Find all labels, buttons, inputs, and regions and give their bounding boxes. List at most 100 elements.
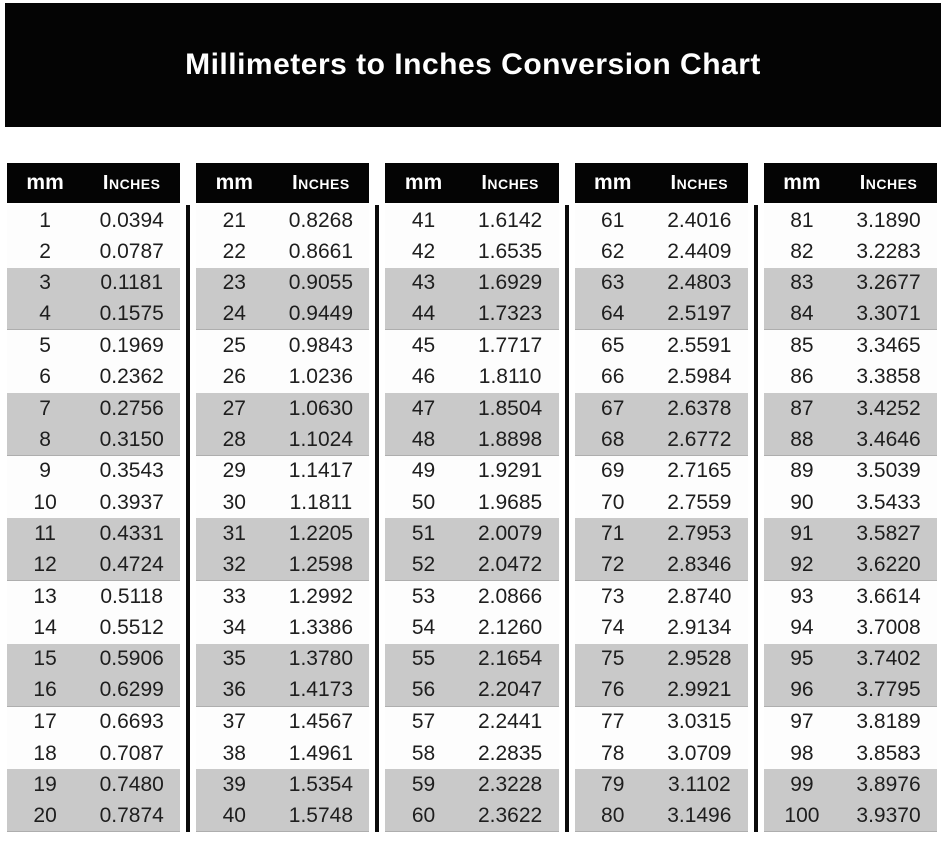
- inches-value: 2.4409: [667, 240, 732, 264]
- table-row: 46 1.8110: [385, 361, 559, 394]
- table-row: 87 3.4252: [763, 393, 938, 425]
- table-row: 42 1.6535: [385, 236, 559, 268]
- mm-value: 48: [411, 427, 436, 451]
- inches-value: 2.9921: [667, 678, 732, 702]
- inches-value: 2.1654: [477, 647, 543, 671]
- mm-value: 4: [39, 302, 51, 326]
- mm-value: 22: [222, 240, 246, 264]
- inches-value: 2.3622: [477, 803, 543, 827]
- inches-column-header: Inches: [670, 171, 729, 194]
- table-row: 4 0.1575: [7, 299, 181, 331]
- table-row: 8 0.3150: [7, 424, 181, 456]
- inches-value: 1.2992: [288, 584, 354, 608]
- mm-value: 78: [601, 741, 625, 765]
- mm-value: 75: [601, 647, 625, 671]
- inches-value: 3.4252: [856, 396, 921, 420]
- mm-value: 20: [33, 803, 57, 827]
- mm-value: 96: [790, 678, 814, 702]
- table-body: 41 1.6142 42 1.6535 43 1.6929 44 1.7323 45 1.7717…: [385, 205, 559, 832]
- table-row: 92 3.6220: [763, 549, 938, 582]
- table-row: 91 3.5827: [763, 518, 938, 550]
- table-row: 75 2.9528: [574, 643, 748, 676]
- mm-value: 12: [33, 552, 57, 576]
- mm-value: 69: [601, 459, 625, 483]
- inches-value: 0.7874: [99, 803, 164, 827]
- table-row: 88 3.4646: [763, 424, 938, 456]
- inches-value: 1.2205: [288, 522, 354, 546]
- inches-value: 1.1024: [288, 427, 354, 451]
- table-row: 34 1.3386: [196, 612, 370, 644]
- inches-value: 0.1969: [99, 334, 164, 358]
- conversion-table-4: mm Inches 61 2.4016 62 2.4409 63 2.4803 64 2.51…: [574, 163, 748, 832]
- inches-value: 0.0394: [99, 208, 164, 232]
- table-row: 65 2.5591: [574, 330, 748, 362]
- table-body: 81 3.1890 82 3.2283 83 3.2677 84 3.3071 85 3.3465…: [763, 205, 938, 832]
- inches-value: 1.5748: [288, 803, 354, 827]
- mm-value: 30: [222, 490, 246, 514]
- mm-value: 9: [39, 459, 51, 483]
- mm-value: 94: [790, 616, 814, 640]
- inches-value: 2.0866: [477, 584, 543, 608]
- inches-value: 2.3228: [477, 772, 543, 796]
- mm-value: 5: [39, 334, 51, 358]
- mm-value: 7: [39, 396, 51, 420]
- mm-value: 88: [790, 427, 814, 451]
- table-row: 29 1.1417: [196, 455, 370, 488]
- inches-value: 0.2362: [99, 365, 164, 389]
- table-row: 13 0.5118: [7, 581, 181, 613]
- inches-value: 2.6772: [667, 427, 732, 451]
- mm-value: 32: [222, 552, 246, 576]
- inches-value: 3.0709: [667, 741, 732, 765]
- table-row: 52 2.0472: [385, 549, 559, 582]
- mm-value: 92: [790, 552, 814, 576]
- conversion-table-3: mm Inches 41 1.6142 42 1.6535 43 1.6929 44 1.73…: [385, 163, 559, 832]
- table-row: 9 0.3543: [7, 455, 181, 488]
- page-title: Millimeters to Inches Conversion Chart: [185, 48, 761, 81]
- table-row: 93 3.6614: [763, 581, 938, 613]
- table-row: 74 2.9134: [574, 612, 748, 644]
- table-row: 78 3.0709: [574, 737, 748, 770]
- inches-value: 0.8268: [288, 208, 354, 232]
- table-header: mm Inches: [574, 163, 748, 203]
- table-row: 12 0.4724: [7, 549, 181, 582]
- table-row: 55 2.1654: [385, 643, 559, 676]
- table-row: 50 1.9685: [385, 487, 559, 519]
- inches-value: 0.5906: [99, 647, 164, 671]
- inches-value: 1.3780: [288, 647, 354, 671]
- table-row: 60 2.3622: [385, 800, 559, 832]
- table-row: 14 0.5512: [7, 612, 181, 644]
- inches-value: 0.0787: [99, 240, 164, 264]
- mm-value: 98: [790, 741, 814, 765]
- table-row: 86 3.3858: [763, 361, 938, 394]
- mm-column-header: mm: [594, 171, 632, 194]
- mm-column-header: mm: [404, 171, 443, 194]
- mm-value: 71: [601, 522, 625, 546]
- table-row: 64 2.5197: [574, 299, 748, 331]
- table-row: 48 1.8898: [385, 424, 559, 456]
- mm-value: 19: [33, 772, 57, 796]
- table-divider: [564, 205, 569, 832]
- table-row: 22 0.8661: [196, 236, 370, 268]
- mm-value: 25: [222, 334, 246, 358]
- table-row: 11 0.4331: [7, 518, 181, 550]
- inches-value: 2.7165: [667, 459, 732, 483]
- mm-value: 67: [601, 396, 625, 420]
- inches-value: 2.2835: [477, 741, 543, 765]
- inches-value: 1.1811: [289, 490, 353, 514]
- inches-value: 3.7795: [856, 678, 921, 702]
- inches-value: 0.3937: [99, 490, 164, 514]
- inches-value: 0.9449: [288, 302, 354, 326]
- inches-value: 0.2756: [99, 396, 164, 420]
- table-row: 61 2.4016: [574, 205, 748, 237]
- mm-value: 65: [601, 334, 625, 358]
- table-row: 49 1.9291: [385, 455, 559, 488]
- inches-value: 1.6142: [477, 208, 543, 232]
- table-row: 47 1.8504: [385, 393, 559, 425]
- inches-value: 1.8110: [478, 365, 542, 389]
- mm-value: 87: [790, 396, 814, 420]
- table-divider: [375, 205, 380, 832]
- mm-value: 79: [601, 772, 625, 796]
- table-row: 39 1.5354: [196, 769, 370, 801]
- inches-value: 3.0315: [667, 710, 732, 734]
- mm-value: 42: [411, 240, 436, 264]
